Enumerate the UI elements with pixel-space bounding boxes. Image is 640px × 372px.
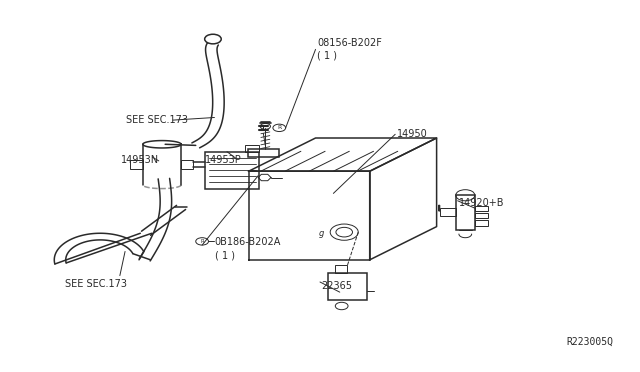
Text: 14953N: 14953N [121, 155, 159, 165]
Bar [328, 273, 367, 301]
Text: 14953P: 14953P [205, 155, 242, 165]
Text: R223005Q: R223005Q [566, 337, 613, 347]
Text: R: R [200, 239, 204, 244]
Text: 14950: 14950 [396, 129, 428, 139]
Text: 22365: 22365 [321, 281, 352, 291]
Bar [475, 206, 488, 211]
Text: 08156-B202F
( 1 ): 08156-B202F ( 1 ) [317, 38, 382, 61]
Text: SEE SEC.173: SEE SEC.173 [65, 279, 127, 289]
Bar [335, 265, 348, 273]
Bar [456, 195, 475, 230]
Bar [130, 160, 143, 169]
Text: SEE SEC.173: SEE SEC.173 [125, 115, 188, 125]
Bar [205, 152, 259, 189]
Text: 0B186-B202A
( 1 ): 0B186-B202A ( 1 ) [215, 237, 281, 260]
Bar [246, 145, 259, 152]
Text: 14920+B: 14920+B [459, 198, 504, 208]
Text: R: R [277, 125, 282, 130]
Bar [440, 208, 456, 215]
Bar [181, 160, 193, 169]
Bar [475, 213, 488, 218]
Bar [248, 148, 280, 157]
Text: g: g [319, 229, 324, 238]
Bar [475, 220, 488, 225]
